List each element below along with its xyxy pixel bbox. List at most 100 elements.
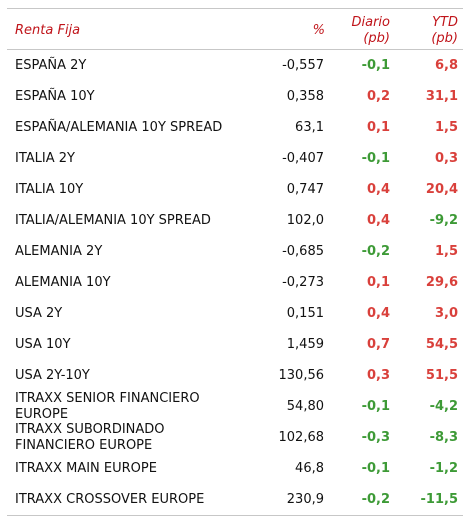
row-diario-change: -0,1 <box>361 399 390 414</box>
row-name: ITALIA/ALEMANIA 10Y SPREAD <box>15 205 255 236</box>
row-name-text: USA 2Y-10Y <box>15 368 90 384</box>
row-ytd-change: 6,8 <box>434 58 458 73</box>
row-ytd-change: 51,5 <box>425 368 458 383</box>
table-row: ITALIA 2Y -0,407 -0,1 0,3 <box>7 143 463 174</box>
row-name-line-1: ITRAXX CROSSOVER EUROPE <box>15 491 205 507</box>
row-value: -0,685 <box>282 244 324 259</box>
row-diario-change: 0,4 <box>366 213 390 228</box>
row-name-line-2: EUROPE <box>15 406 69 422</box>
row-name: ESPAÑA 10Y <box>15 81 255 112</box>
row-diario-change: -0,1 <box>361 58 390 73</box>
renta-fija-table: Renta Fija % Diario (pb) YTD (pb) ESPAÑA… <box>7 8 463 516</box>
row-name: ITRAXX CROSSOVER EUROPE <box>15 484 255 515</box>
table-row: ESPAÑA/ALEMANIA 10Y SPREAD 63,1 0,1 1,5 <box>7 112 463 143</box>
row-name-text: ALEMANIA 10Y <box>15 275 111 291</box>
row-ytd-change: 31,1 <box>425 89 458 104</box>
header-diario-label: Diario <box>351 15 391 30</box>
row-diario-change: -0,3 <box>361 430 390 445</box>
header-diario: Diario (pb) <box>352 15 391 47</box>
row-diario-change: -0,1 <box>361 151 390 166</box>
table-row: ITALIA/ALEMANIA 10Y SPREAD 102,0 0,4 -9,2 <box>7 205 463 236</box>
header-percent: % <box>312 23 325 38</box>
row-value: 230,9 <box>286 492 324 507</box>
row-name: ITALIA 10Y <box>15 174 255 205</box>
row-name-text: ITRAXX MAIN EUROPE <box>15 461 157 477</box>
row-name: ITRAXX SUBORDINADO FINANCIERO EUROPE <box>15 422 255 453</box>
row-name-line-1: ALEMANIA 2Y <box>15 243 103 259</box>
table-row: ESPAÑA 10Y 0,358 0,2 31,1 <box>7 81 463 112</box>
table-row: USA 10Y 1,459 0,7 54,5 <box>7 329 463 360</box>
table-row: ITRAXX SUBORDINADO FINANCIERO EUROPE 102,6… <box>7 422 463 453</box>
row-ytd-change: 20,4 <box>425 182 458 197</box>
row-name: ESPAÑA 2Y <box>15 50 255 81</box>
row-name: ALEMANIA 2Y <box>15 236 255 267</box>
row-name-line-1: USA 2Y-10Y <box>15 367 90 383</box>
row-name-text: USA 2Y <box>15 306 62 322</box>
row-ytd-change: -9,2 <box>429 213 458 228</box>
row-ytd-change: -4,2 <box>429 399 458 414</box>
table-row: ITRAXX SENIOR FINANCIERO EUROPE 54,80 -0,1 -… <box>7 391 463 422</box>
row-name-text: ITRAXX SENIOR FINANCIERO EUROPE <box>15 391 200 423</box>
row-name-line-1: ITRAXX MAIN EUROPE <box>15 460 157 476</box>
row-ytd-change: -11,5 <box>420 492 458 507</box>
row-diario-change: 0,4 <box>366 306 390 321</box>
row-value: 46,8 <box>295 461 324 476</box>
row-name-line-1: ESPAÑA 2Y <box>15 57 87 73</box>
header-title: Renta Fija <box>15 23 81 38</box>
row-name-text: ITRAXX CROSSOVER EUROPE <box>15 492 204 508</box>
table-row: ITRAXX CROSSOVER EUROPE 230,9 -0,2 -11,5 <box>7 484 463 515</box>
row-ytd-change: 1,5 <box>434 120 458 135</box>
header-ytd: YTD (pb) <box>431 15 458 47</box>
row-value: 0,747 <box>286 182 324 197</box>
table-row: USA 2Y 0,151 0,4 3,0 <box>7 298 463 329</box>
row-name-line-1: ITRAXX SENIOR FINANCIERO <box>15 390 200 406</box>
row-value: 63,1 <box>295 120 324 135</box>
row-diario-change: -0,1 <box>361 461 390 476</box>
row-diario-change: -0,2 <box>361 244 390 259</box>
row-name: ESPAÑA/ALEMANIA 10Y SPREAD <box>15 112 255 143</box>
row-value: -0,557 <box>282 58 324 73</box>
table-row: ESPAÑA 2Y -0,557 -0,1 6,8 <box>7 50 463 81</box>
row-name-text: ALEMANIA 2Y <box>15 244 102 260</box>
table-header: Renta Fija % Diario (pb) YTD (pb) <box>7 9 463 50</box>
row-ytd-change: -1,2 <box>429 461 458 476</box>
row-name-line-1: USA 10Y <box>15 336 71 352</box>
row-diario-change: 0,1 <box>366 275 390 290</box>
row-diario-change: 0,2 <box>366 89 390 104</box>
row-diario-change: 0,3 <box>366 368 390 383</box>
row-name: ITRAXX MAIN EUROPE <box>15 453 255 484</box>
row-name-text: ESPAÑA 2Y <box>15 58 86 74</box>
row-name: ITRAXX SENIOR FINANCIERO EUROPE <box>15 391 255 422</box>
table-row: ITALIA 10Y 0,747 0,4 20,4 <box>7 174 463 205</box>
row-name: ITALIA 2Y <box>15 143 255 174</box>
table-body: ESPAÑA 2Y -0,557 -0,1 6,8 ESPAÑA 10Y 0,358 0,2… <box>7 50 463 515</box>
row-ytd-change: 29,6 <box>425 275 458 290</box>
row-diario-change: 0,1 <box>366 120 390 135</box>
row-diario-change: 0,7 <box>366 337 390 352</box>
row-name-line-1: ALEMANIA 10Y <box>15 274 111 290</box>
row-value: 0,358 <box>286 89 324 104</box>
row-value: 102,68 <box>278 430 325 445</box>
row-name-text: ITALIA/ALEMANIA 10Y SPREAD <box>15 213 211 229</box>
row-name-text: ITALIA 10Y <box>15 182 83 198</box>
row-name-line-1: ESPAÑA/ALEMANIA 10Y SPREAD <box>15 119 223 135</box>
row-value: 1,459 <box>286 337 324 352</box>
row-name-text: ESPAÑA/ALEMANIA 10Y SPREAD <box>15 120 222 136</box>
row-diario-change: -0,2 <box>361 492 390 507</box>
row-name-line-1: ITALIA 10Y <box>15 181 84 197</box>
table-row: ALEMANIA 10Y -0,273 0,1 29,6 <box>7 267 463 298</box>
header-diario-unit: (pb) <box>363 31 390 46</box>
row-ytd-change: 0,3 <box>434 151 458 166</box>
row-value: -0,407 <box>282 151 324 166</box>
row-ytd-change: 54,5 <box>425 337 458 352</box>
row-value: 0,151 <box>286 306 324 321</box>
row-name: USA 2Y-10Y <box>15 360 255 391</box>
row-name-line-2: FINANCIERO EUROPE <box>15 437 153 453</box>
row-value: 130,56 <box>278 368 325 383</box>
row-ytd-change: -8,3 <box>429 430 458 445</box>
table-row: ALEMANIA 2Y -0,685 -0,2 1,5 <box>7 236 463 267</box>
row-value: -0,273 <box>282 275 324 290</box>
row-name-text: ITRAXX SUBORDINADO FINANCIERO EUROPE <box>15 422 165 454</box>
row-ytd-change: 3,0 <box>434 306 458 321</box>
row-name-text: ITALIA 2Y <box>15 151 75 167</box>
